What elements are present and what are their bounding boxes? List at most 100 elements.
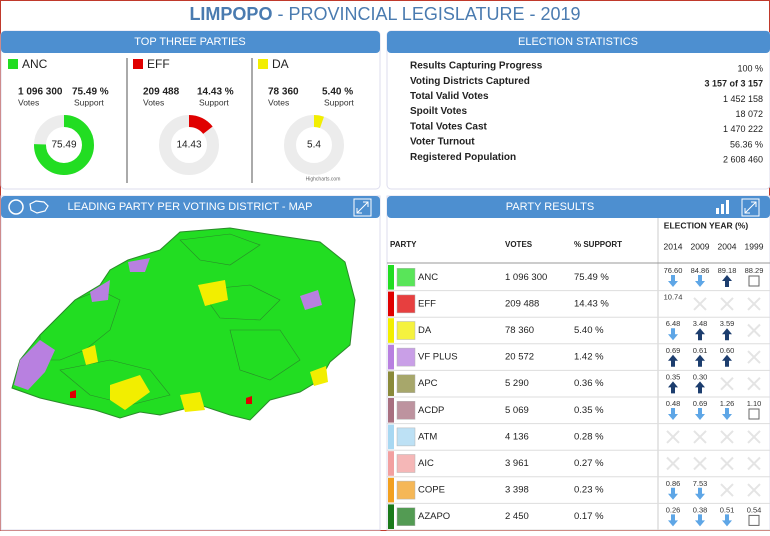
party-name: ATM <box>418 431 437 442</box>
stat-label: Voter Turnout <box>410 137 475 148</box>
party-name: DA <box>272 57 289 71</box>
party-logo <box>396 480 416 500</box>
country-icon[interactable] <box>29 200 49 214</box>
party-color-strip <box>388 318 394 343</box>
support-caption: Support <box>324 97 354 107</box>
party-swatch <box>258 59 268 69</box>
no-data-cross <box>720 483 734 497</box>
party-support: 0.28 % <box>574 431 604 442</box>
party-name: ACDP <box>418 405 444 416</box>
expand-button[interactable] <box>741 198 760 217</box>
party-votes: 3 961 <box>505 458 529 469</box>
donut-slice <box>34 115 94 175</box>
trend-down-arrow <box>668 487 678 500</box>
history-value: 0.61 <box>693 346 708 355</box>
history-checkbox <box>748 275 760 287</box>
party-votes: 209 488 <box>505 298 539 309</box>
party-name: COPE <box>418 485 445 496</box>
party-color-strip <box>388 291 394 317</box>
history-checkbox <box>748 514 760 526</box>
history-value: 6.48 <box>666 319 681 328</box>
party-support: 14.43 % <box>574 298 609 309</box>
trend-down-arrow <box>695 487 705 500</box>
party-logo <box>396 294 416 314</box>
no-data-cross <box>747 376 761 391</box>
history-value: 3.48 <box>693 319 708 328</box>
title-rest: - PROVINCIAL LEGISLATURE - 2019 <box>277 4 580 24</box>
chart-icon[interactable] <box>716 208 719 214</box>
party-logo <box>396 507 416 526</box>
stat-label: Voting Districts Captured <box>410 76 530 87</box>
party-logo <box>396 427 416 447</box>
history-value: 0.69 <box>666 346 681 355</box>
no-data-cross <box>720 430 734 444</box>
province-shape <box>11 227 356 421</box>
stat-value: 18 072 <box>735 109 763 119</box>
year-header: 1999 <box>745 241 764 251</box>
stat-label: Spoilt Votes <box>410 106 467 117</box>
party-votes: 3 398 <box>505 485 529 496</box>
party-support: 75.49 % <box>72 87 109 98</box>
history-value: 0.51 <box>720 505 735 514</box>
party-support: 75.49 % <box>574 272 609 283</box>
chart-icon[interactable] <box>726 200 729 214</box>
trend-up-arrow <box>695 328 705 341</box>
no-data-cross <box>693 456 707 471</box>
party-logo <box>396 321 416 340</box>
support-caption: Support <box>74 97 104 107</box>
panel-title: TOP THREE PARTIES <box>134 36 245 48</box>
history-value: 0.69 <box>693 399 708 408</box>
column-header: % SUPPORT <box>574 240 622 249</box>
history-value: 0.48 <box>666 399 681 408</box>
no-data-cross <box>720 456 734 471</box>
no-data-cross <box>747 350 761 364</box>
map-region <box>110 375 150 410</box>
party-swatch <box>8 59 18 69</box>
history-value: 0.60 <box>720 346 735 355</box>
party-name: EFF <box>418 298 436 309</box>
trend-down-arrow <box>722 408 732 420</box>
page-title: LIMPOPO - PROVINCIAL LEGISLATURE - 2019 <box>189 4 580 24</box>
panel-header <box>1 31 380 53</box>
column-header: PARTY <box>390 240 417 249</box>
history-value: 84.86 <box>691 266 710 275</box>
expand-button[interactable] <box>353 198 372 217</box>
trend-up-arrow <box>668 381 678 394</box>
stat-value: 1 452 158 <box>723 94 763 104</box>
no-data-cross <box>747 430 761 444</box>
votes-caption: Votes <box>143 97 164 107</box>
support-caption: Support <box>199 97 229 107</box>
stat-value: 100 % <box>737 63 763 73</box>
chart-icon[interactable] <box>721 204 724 214</box>
history-value: 1.26 <box>720 399 735 408</box>
history-value: 89.18 <box>718 266 737 275</box>
history-value: 0.86 <box>666 479 681 488</box>
panel-title: LEADING PARTY PER VOTING DISTRICT - MAP <box>68 201 313 213</box>
panel-header <box>387 196 770 218</box>
year-header: 2009 <box>691 241 710 251</box>
map-region <box>82 345 98 365</box>
party-name: EFF <box>147 57 170 71</box>
donut-label: 5.4 <box>307 140 321 151</box>
history-value: 76.60 <box>664 266 683 275</box>
history-value: 88.29 <box>745 266 764 275</box>
votes-caption: Votes <box>268 97 289 107</box>
votes-caption: Votes <box>18 97 39 107</box>
year-header: 2004 <box>718 241 737 251</box>
party-votes: 209 488 <box>143 87 180 98</box>
party-support: 0.17 % <box>574 511 604 522</box>
history-value: 0.26 <box>666 505 681 514</box>
history-checkbox <box>748 408 760 420</box>
party-votes: 1 096 300 <box>18 87 63 98</box>
party-votes: 20 572 <box>505 352 534 363</box>
globe-icon[interactable] <box>8 199 24 215</box>
map-region <box>70 390 76 398</box>
trend-down-arrow <box>668 408 678 420</box>
party-name: VF PLUS <box>418 352 458 363</box>
results-panel <box>386 195 770 531</box>
stat-value: 3 157 of 3 157 <box>704 79 763 89</box>
history-value: 0.35 <box>666 372 681 381</box>
donut-label: 14.43 <box>176 140 201 151</box>
